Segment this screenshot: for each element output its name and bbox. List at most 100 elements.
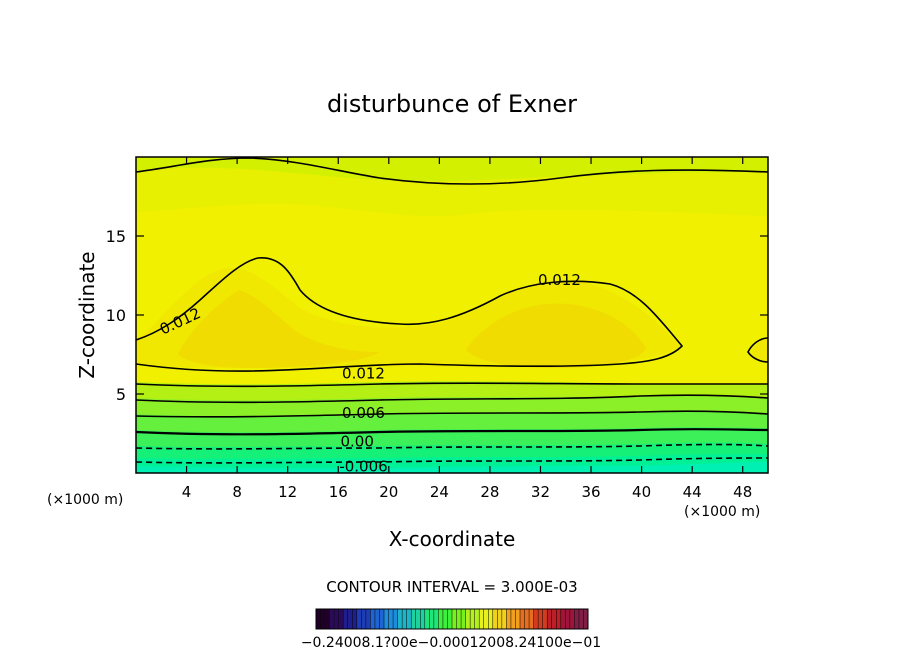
x-tick-label: 48 (733, 483, 752, 501)
colorbar-frame (315, 608, 589, 630)
x-unit-left: (×1000 m) (47, 492, 123, 508)
colorbar-swatch (569, 609, 575, 629)
colorbar-swatch (542, 609, 548, 629)
colorbar-labels: −0.24008.1?00e−0.00012008.24100e−01 (301, 635, 601, 651)
colorbar-swatch (510, 609, 516, 629)
y-tick-label: 15 (106, 227, 126, 246)
x-tick-label: 20 (379, 483, 398, 501)
colorbar-swatch (370, 609, 375, 629)
band-orange-right (466, 303, 646, 368)
colorbar-swatch (361, 609, 366, 629)
colorbar-swatch (497, 609, 502, 629)
colorbar-swatch (520, 609, 525, 629)
colorbar-swatch (551, 609, 557, 629)
colorbar-swatch (352, 609, 357, 629)
colorbar-swatch (411, 609, 416, 629)
colorbar-swatch (538, 609, 543, 629)
colorbar-swatch (447, 609, 452, 629)
contour-label: 0.006 (342, 404, 385, 422)
colorbar-swatch (379, 609, 384, 629)
colorbar-swatch (365, 609, 371, 629)
colorbar-swatch (574, 609, 579, 629)
band-orange-left (178, 290, 380, 368)
colorbar-swatch (483, 609, 489, 629)
colorbar-swatch (533, 609, 539, 629)
colorbar-swatch (402, 609, 407, 629)
colorbar-swatch (501, 609, 507, 629)
x-tick-label: 40 (632, 483, 651, 501)
colorbar-swatch (488, 609, 493, 629)
colorbar-swatch (583, 609, 588, 629)
contour-line-neg-006 (136, 457, 768, 464)
x-tick-label: 32 (531, 483, 550, 501)
contour-line-003 (136, 410, 768, 418)
chart-title: disturbunce of Exner (327, 90, 577, 118)
colorbar-swatch (320, 609, 326, 629)
colorbar-swatch (433, 609, 439, 629)
x-tick-label: 12 (278, 483, 297, 501)
colorbar-swatch (347, 609, 353, 629)
plot-area (136, 157, 768, 473)
colorbar-swatch (465, 609, 471, 629)
colorbar (315, 608, 589, 630)
contour-label: 0.012 (538, 271, 581, 289)
colorbar-swatch (325, 609, 330, 629)
colorbar-swatch (393, 609, 398, 629)
colorbar-swatch (565, 609, 570, 629)
x-tick-label: 44 (683, 483, 702, 501)
colorbar-swatch (415, 609, 421, 629)
colorbar-swatch (515, 609, 520, 629)
colorbar-swatch (479, 609, 484, 629)
colorbar-swatch (356, 609, 362, 629)
y-tick-label: 10 (106, 306, 126, 325)
colorbar-swatch (461, 609, 466, 629)
contour-line-right-edge (747, 337, 768, 363)
x-axis-label: X-coordinate (389, 527, 516, 551)
x-tick-label: 8 (232, 483, 242, 501)
y-axis-label: Z-coordinate (75, 251, 99, 378)
colorbar-swatch (429, 609, 434, 629)
colorbar-swatch (452, 609, 457, 629)
x-tick-label: 24 (430, 483, 449, 501)
contour-label: -0.006 (339, 458, 387, 476)
colorbar-swatch (470, 609, 475, 629)
colorbar-swatch (343, 609, 348, 629)
contour-line-009 (136, 382, 768, 388)
colorbar-swatch (506, 609, 511, 629)
colorbar-swatch (578, 609, 584, 629)
colorbar-swatch (334, 609, 339, 629)
contour-line-006 (136, 394, 768, 404)
colorbar-swatch (556, 609, 561, 629)
colorbar-swatch (388, 609, 394, 629)
colorbar-swatch (438, 609, 443, 629)
colorbar-swatch (474, 609, 480, 629)
colorbar-swatch (420, 609, 425, 629)
colorbar-swatch (560, 609, 566, 629)
colorbar-swatch (442, 609, 448, 629)
colorbar-swatch (547, 609, 552, 629)
y-tick-label: 5 (116, 385, 126, 404)
colorbar-swatch (529, 609, 534, 629)
contour-line-neg-003 (136, 443, 768, 450)
colorbar-swatch (397, 609, 403, 629)
colorbar-swatch (406, 609, 412, 629)
x-tick-label: 28 (480, 483, 499, 501)
band-level-neg-009 (136, 462, 768, 473)
colorbar-swatch (384, 609, 389, 629)
x-tick-label: 4 (182, 483, 192, 501)
contour-line-top (136, 157, 768, 185)
colorbar-swatch (456, 609, 462, 629)
x-unit-right: (×1000 m) (684, 504, 760, 520)
colorbar-swatch (374, 609, 380, 629)
contour-interval-label: CONTOUR INTERVAL = 3.000E-03 (326, 578, 577, 596)
x-tick-label: 16 (329, 483, 348, 501)
colorbar-swatch (316, 609, 321, 629)
colorbar-swatch (424, 609, 430, 629)
contour-line-012-upper (136, 257, 684, 372)
contour-line-000 (136, 428, 768, 436)
colorbar-swatch (492, 609, 498, 629)
contour-label: 0.00 (340, 432, 373, 450)
colorbar-swatch (329, 609, 335, 629)
colorbar-swatch (524, 609, 530, 629)
